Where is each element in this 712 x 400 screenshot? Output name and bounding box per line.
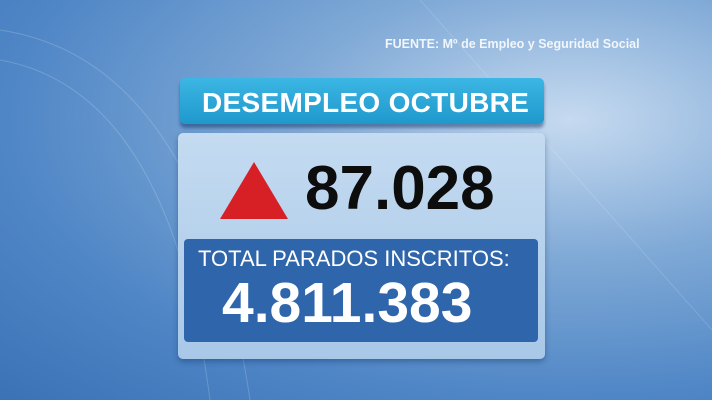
total-label: TOTAL PARADOS INSCRITOS: [198, 246, 510, 271]
background-arc [419, 0, 712, 331]
title-banner: DESEMPLEO OCTUBRE [180, 78, 544, 124]
up-triangle-icon [220, 162, 288, 219]
monthly-change-value: 87.028 [305, 154, 495, 223]
total-value: 4.811.383 [222, 271, 473, 335]
title: DESEMPLEO OCTUBRE [202, 87, 530, 118]
source-caption: FUENTE: Mº de Empleo y Seguridad Social [385, 37, 640, 51]
total-box: TOTAL PARADOS INSCRITOS: 4.811.383 [184, 239, 538, 342]
stats-card: 87.028 TOTAL PARADOS INSCRITOS: 4.811.38… [178, 133, 545, 359]
